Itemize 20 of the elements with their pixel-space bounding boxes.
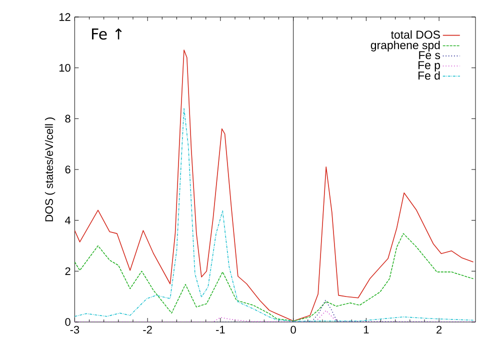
y-tick-label: 10	[59, 64, 70, 72]
y-tick-label: 2	[65, 267, 70, 275]
legend-label: Fe p	[418, 61, 440, 72]
x-tick-label: -1	[216, 326, 225, 334]
y-tick-label: 8	[65, 114, 70, 123]
x-tick-label: -3	[70, 326, 80, 334]
legend-label: total DOS	[390, 30, 440, 39]
y-tick-label: 4	[65, 216, 71, 224]
x-tick-label: 0	[290, 326, 296, 334]
legend-label: Fe d	[418, 71, 440, 80]
legend-label: Fe s	[419, 51, 440, 60]
y-tick-label: 0	[65, 318, 70, 326]
y-tick-label: 6	[65, 166, 70, 174]
x-tick-label: -2	[143, 326, 152, 334]
annotation: Fe ↑	[92, 28, 122, 40]
y-tick-label: 12	[59, 13, 70, 21]
y-axis-title: DOS ( states/eV/cell )	[44, 118, 56, 222]
x-tick-label: 2	[436, 326, 442, 334]
legend-label: graphene spd	[370, 40, 440, 52]
x-tick-label: 1	[364, 326, 369, 334]
